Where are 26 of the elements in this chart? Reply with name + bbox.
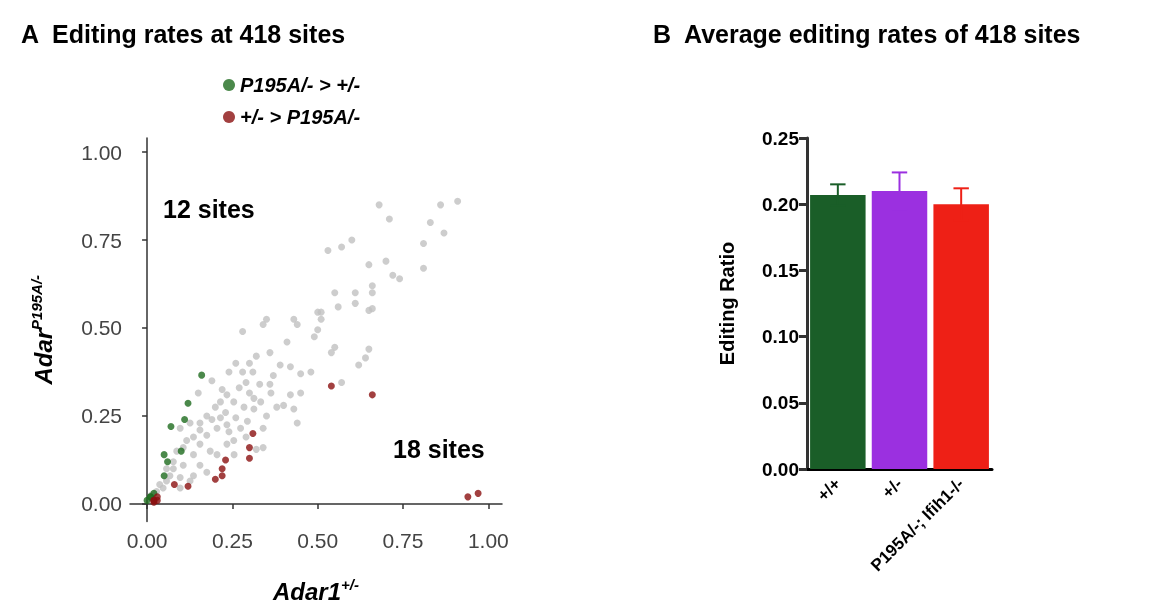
y-axis-title: AdarP195A/-	[28, 274, 57, 386]
annotation: 12 sites	[163, 194, 255, 223]
legend-label: +/- > P195A/-	[240, 106, 361, 128]
chart-title: A Editing rates at 418 sites	[21, 19, 346, 48]
y-tick-label: 0.50	[81, 316, 122, 340]
x-tick-label: 1.00	[467, 528, 509, 552]
y-tick-label: 0.00	[762, 458, 799, 480]
x-tick-label: +/+	[813, 474, 845, 506]
y-tick-label: 0.15	[762, 259, 800, 281]
x-tick-label: 0.50	[297, 528, 339, 552]
chart-title: B Average editing rates of 418 sites	[653, 19, 1081, 48]
x-tick-label: 0.25	[211, 528, 253, 552]
y-tick-label: 1.00	[81, 140, 122, 164]
y-axis-title: Editing Ratio	[716, 241, 738, 366]
x-tick-label: 0.75	[382, 528, 424, 552]
x-tick-label: 0.00	[126, 528, 168, 552]
x-tick-label: +/-	[878, 474, 907, 503]
y-tick-label: 0.05	[762, 392, 800, 414]
annotation: 18 sites	[393, 434, 485, 463]
y-tick-label: 0.25	[762, 127, 800, 149]
y-tick-label: 0.25	[81, 404, 122, 428]
x-axis-title: Adar1+/-	[272, 575, 359, 605]
legend-label: P195A/- > +/-	[240, 74, 361, 96]
y-tick-label: 0.10	[762, 326, 799, 348]
y-tick-label: 0.20	[762, 193, 799, 215]
y-tick-label: 0.75	[81, 228, 122, 252]
